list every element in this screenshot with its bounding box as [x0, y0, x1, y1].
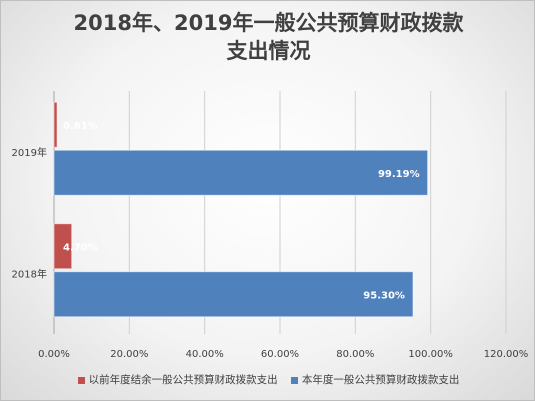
x-tick-label: 100.00%	[408, 349, 453, 360]
legend-item-current-year: 本年度一般公共预算财政拨款支出	[290, 372, 460, 387]
data-label: 4.70%	[63, 242, 98, 253]
legend-label-current-year: 本年度一般公共预算财政拨款支出	[301, 374, 460, 386]
legend-swatch-red	[77, 376, 85, 384]
x-tick-label: 60.00%	[261, 349, 299, 360]
x-tick-label: 20.00%	[110, 349, 148, 360]
bar-previous-year	[53, 223, 73, 270]
data-label: 95.30%	[363, 290, 405, 301]
bar-current-year	[53, 271, 414, 318]
chart-title-line-2: 支出情况	[226, 39, 311, 63]
y-category-label: 2019年	[12, 146, 47, 159]
data-label: 0.81%	[63, 121, 98, 132]
chart-title-line-1: 2018年、2019年一般公共预算财政拨款	[73, 11, 464, 35]
y-category-label: 2018年	[12, 267, 47, 280]
chart-title: 2018年、2019年一般公共预算财政拨款 支出情况	[1, 9, 535, 65]
legend-swatch-blue	[290, 376, 298, 384]
legend-label-previous-year: 以前年度结余一般公共预算财政拨款支出	[88, 374, 278, 386]
x-tick-label: 0.00%	[38, 349, 70, 360]
legend-item-previous-year: 以前年度结余一般公共预算财政拨款支出	[77, 372, 278, 387]
legend: 以前年度结余一般公共预算财政拨款支出 本年度一般公共预算财政拨款支出	[1, 372, 535, 387]
x-tick-label: 80.00%	[336, 349, 374, 360]
x-tick-label: 40.00%	[186, 349, 224, 360]
data-label: 99.19%	[378, 169, 420, 180]
bar-current-year	[53, 149, 429, 196]
bar-previous-year	[53, 101, 58, 148]
x-tick-label: 120.00%	[484, 349, 529, 360]
